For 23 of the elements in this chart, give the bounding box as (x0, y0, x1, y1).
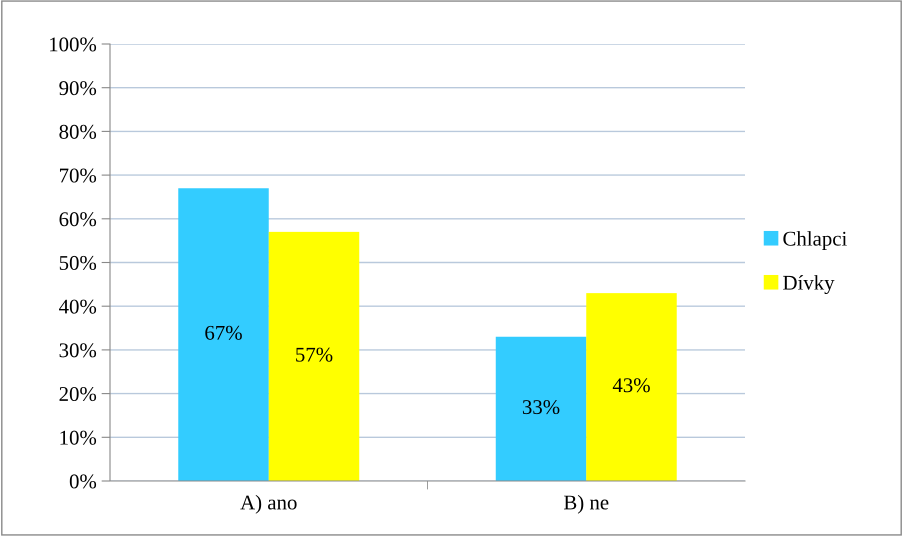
bar (178, 188, 269, 481)
x-tick-label: A) ano (240, 494, 297, 514)
legend-label: Chlapci (783, 231, 847, 250)
y-tick-label: 40% (59, 300, 96, 314)
y-tick-label: 60% (60, 212, 96, 226)
y-tick-label: 0% (70, 474, 96, 488)
bar (496, 336, 586, 481)
y-tick-label: 50% (60, 256, 96, 270)
y-tick-label: 70% (60, 168, 96, 183)
data-label: 57% (296, 348, 332, 362)
y-tick-label: 30% (60, 343, 96, 358)
y-tick-label: 80% (59, 124, 96, 139)
y-tick-label: 100% (50, 37, 96, 52)
legend-label: Dívky (783, 275, 834, 294)
bar (586, 293, 677, 481)
y-tick-label: 10% (60, 430, 96, 445)
data-label: 43% (612, 378, 650, 392)
y-tick-label: 90% (59, 81, 96, 96)
bar (268, 232, 360, 481)
x-tick-label: B) ne (564, 494, 608, 514)
y-tick-label: 20% (60, 386, 96, 402)
data-label: 67% (205, 326, 242, 340)
data-label: 33% (522, 400, 560, 414)
